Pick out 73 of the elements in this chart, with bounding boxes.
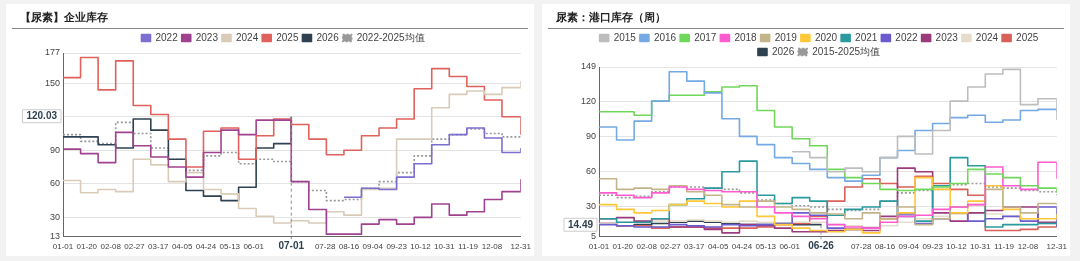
x-tick-label: 08-16 <box>338 242 360 252</box>
y-tick-label: 120 <box>580 95 597 106</box>
y-tick-label: 90 <box>50 144 61 155</box>
x-tick-label: 02-08 <box>636 242 658 252</box>
x-tick-label: 04-24 <box>731 242 753 252</box>
x-tick-label: 07-28 <box>850 242 872 252</box>
x-tick-label: 11-19 <box>458 242 479 252</box>
y-tick-label: 150 <box>44 77 61 88</box>
x-tick-label: 04-05 <box>707 242 729 252</box>
chart-title: 尿素：港口库存（周） <box>548 4 1064 29</box>
x-tick-label: 06-01 <box>779 242 801 252</box>
legend-label: 2024 <box>975 31 999 43</box>
y-tick-label: 30 <box>50 211 61 222</box>
legend-label: 2016 <box>653 31 677 43</box>
legend-label: 2018 <box>734 31 758 43</box>
x-tick-label: 02-08 <box>100 242 122 252</box>
legend-label: 2025 <box>276 31 299 43</box>
legend-label: 2019 <box>774 31 798 43</box>
annotation: 06-26 <box>808 240 835 252</box>
x-tick-label: 03-17 <box>148 242 170 252</box>
legend-label: 2026 <box>771 45 795 57</box>
y-tick-label: 13 <box>50 230 61 241</box>
legend-label: 2015-2025均值 <box>812 45 881 57</box>
x-tick-label: 10-12 <box>946 242 968 252</box>
legend-label: 2022-2025均值 <box>356 31 425 43</box>
x-tick-label: 04-24 <box>195 242 217 252</box>
x-tick-label: 04-05 <box>171 242 193 252</box>
x-tick-label: 01-01 <box>52 242 74 252</box>
legend-label: 2024 <box>235 31 259 43</box>
x-tick-label: 07-28 <box>314 242 336 252</box>
y-tick-label: 60 <box>50 178 61 189</box>
x-tick-label: 02-27 <box>124 242 146 252</box>
x-tick-label: 12-31 <box>1046 242 1068 252</box>
x-tick-label: 12-08 <box>481 242 503 252</box>
annotation: 120.03 <box>26 110 58 122</box>
legend-label: 2015 <box>613 31 637 43</box>
x-tick-label: 06-01 <box>243 242 265 252</box>
legend-label: 2020 <box>814 31 838 43</box>
y-tick-label: 149 <box>580 61 597 72</box>
x-tick-label: 02-27 <box>660 242 682 252</box>
legend-label: 2025 <box>1016 31 1039 43</box>
y-tick-label: 5 <box>591 230 597 241</box>
annotation: 07-01 <box>278 240 305 252</box>
chart-title: 【尿素】企业库存 <box>12 4 528 29</box>
y-tick-label: 30 <box>586 201 597 212</box>
x-tick-label: 09-04 <box>362 242 384 252</box>
legend-label: 2023 <box>195 31 219 43</box>
x-tick-label: 05-13 <box>755 242 777 252</box>
x-tick-label: 11-19 <box>994 242 1015 252</box>
x-tick-label: 10-31 <box>970 242 992 252</box>
legend-label: 2021 <box>855 31 878 43</box>
legend-label: 2023 <box>935 31 959 43</box>
x-tick-label: 12-31 <box>510 242 532 252</box>
y-tick-label: 177 <box>44 47 61 58</box>
legend-label: 2022 <box>155 31 179 43</box>
x-tick-label: 03-17 <box>684 242 706 252</box>
x-tick-label: 10-12 <box>410 242 432 252</box>
legend-label: 2022 <box>895 31 919 43</box>
x-tick-label: 09-23 <box>922 242 944 252</box>
legend-label: 2026 <box>316 31 340 43</box>
y-tick-label: 60 <box>586 166 597 177</box>
x-tick-label: 01-20 <box>76 242 98 252</box>
x-tick-label: 08-16 <box>874 242 896 252</box>
y-tick-label: 90 <box>586 130 597 141</box>
x-tick-label: 01-01 <box>588 242 610 252</box>
x-tick-label: 09-23 <box>386 242 408 252</box>
x-tick-label: 12-08 <box>1017 242 1039 252</box>
x-tick-label: 01-20 <box>612 242 634 252</box>
annotation: 14.49 <box>567 218 594 230</box>
legend-label: 2017 <box>694 31 717 43</box>
x-tick-label: 10-31 <box>434 242 456 252</box>
x-tick-label: 05-13 <box>219 242 241 252</box>
x-tick-label: 09-04 <box>898 242 920 252</box>
